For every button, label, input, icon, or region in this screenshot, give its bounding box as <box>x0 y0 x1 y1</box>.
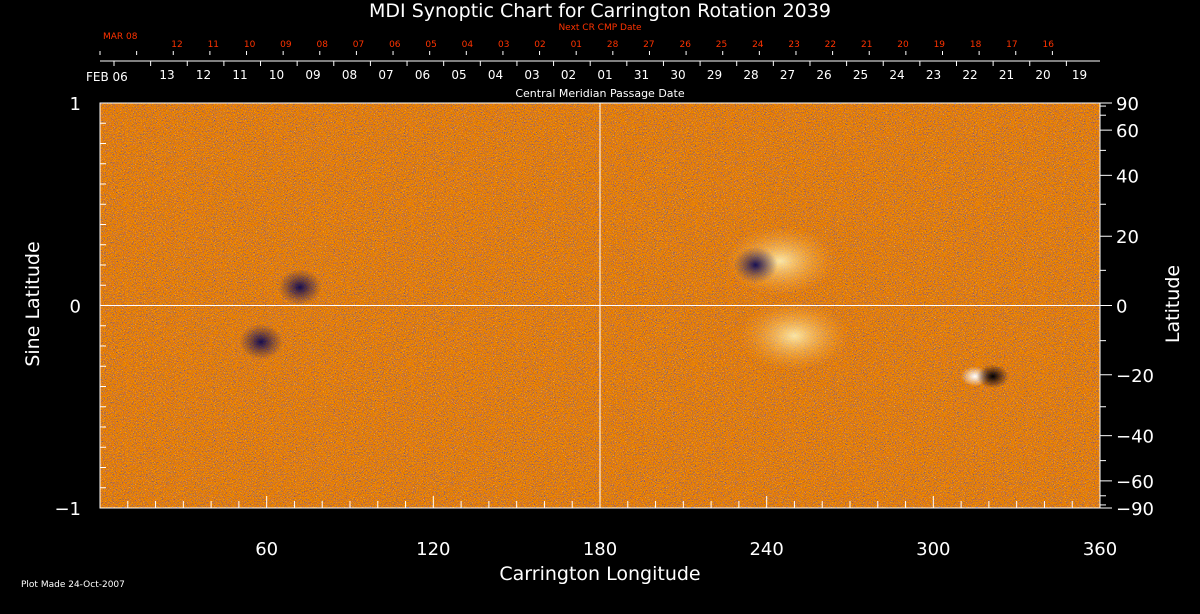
y-tick-label-left: 1 <box>70 94 81 115</box>
next-cr-date-label: 18 <box>970 40 982 50</box>
next-cr-date-label: 10 <box>244 40 256 50</box>
y-axis-label-right: Latitude <box>1162 264 1184 344</box>
y-tick-label-left: −1 <box>54 499 81 520</box>
cmp-date-label: 09 <box>305 68 320 82</box>
next-cr-date-label: 08 <box>316 40 328 50</box>
next-cr-date-label: 24 <box>752 40 764 50</box>
cmp-date-label: 24 <box>889 68 904 82</box>
feature-negative-4 <box>278 269 322 306</box>
cmp-date-label: 31 <box>634 68 649 82</box>
next-cr-date-label: 02 <box>534 40 545 50</box>
cmp-date-label: 23 <box>926 68 941 82</box>
next-cr-axis-label: Next CR CMP Date <box>558 23 642 33</box>
y-tick-label-right: −60 <box>1116 472 1154 493</box>
next-cr-date-label: 04 <box>462 40 474 50</box>
next-cr-date-label: 06 <box>389 40 401 50</box>
next-cr-date-label: 19 <box>934 40 946 50</box>
cmp-date-label: 20 <box>1035 68 1050 82</box>
cmp-date-label: 27 <box>780 68 795 82</box>
next-cr-date-label: 22 <box>825 40 836 50</box>
cmp-date-label: 05 <box>451 68 466 82</box>
cmp-date-label: 02 <box>561 68 576 82</box>
next-cr-date-label: 26 <box>679 40 691 50</box>
next-cr-date-label: 20 <box>897 40 909 50</box>
feature-negative-spot <box>976 364 1009 389</box>
cmp-date-label: 01 <box>597 68 612 82</box>
x-tick-label: 300 <box>916 539 950 560</box>
y-tick-label-right: −20 <box>1116 366 1154 387</box>
next-cr-date-label: 23 <box>788 40 799 50</box>
next-cr-date-label: 17 <box>1006 40 1017 50</box>
next-cr-date-label: 16 <box>1042 40 1054 50</box>
next-cr-date-label: 25 <box>716 40 727 50</box>
x-axis-label: Carrington Longitude <box>499 563 701 585</box>
cmp-date-label: 11 <box>232 68 247 82</box>
x-tick-label: 360 <box>1083 539 1117 560</box>
next-cr-start-label: MAR 08 <box>103 32 138 42</box>
next-cr-date-label: 28 <box>607 40 619 50</box>
x-tick-label: 180 <box>583 539 617 560</box>
x-tick-label: 60 <box>255 539 278 560</box>
cmp-axis-label: Central Meridian Passage Date <box>515 87 685 100</box>
cmp-date-label: 06 <box>415 68 430 82</box>
cmp-date-label: 12 <box>196 68 211 82</box>
cmp-date-label: 29 <box>707 68 722 82</box>
next-cr-date-label: 27 <box>643 40 654 50</box>
cmp-date-label: 19 <box>1072 68 1087 82</box>
chart-title: MDI Synoptic Chart for Carrington Rotati… <box>369 0 831 22</box>
feature-negative-3 <box>733 247 778 283</box>
next-cr-date-label: 11 <box>208 40 219 50</box>
cmp-date-label: 03 <box>524 68 539 82</box>
y-axis-label-left: Sine Latitude <box>22 241 44 367</box>
y-tick-label-left: 0 <box>70 297 81 318</box>
cmp-date-label: 07 <box>378 68 393 82</box>
cmp-date-label: 21 <box>999 68 1014 82</box>
cmp-date-label: 28 <box>743 68 758 82</box>
y-tick-label-right: 0 <box>1116 297 1127 318</box>
next-cr-date-label: 09 <box>280 40 292 50</box>
cmp-date-label: 30 <box>670 68 685 82</box>
cmp-date-label: 22 <box>962 68 977 82</box>
cmp-date-label: 13 <box>159 68 174 82</box>
y-tick-label-right: 40 <box>1116 166 1139 187</box>
cmp-date-label: 10 <box>269 68 284 82</box>
next-cr-date-label: 03 <box>498 40 509 50</box>
cmp-date-label: 25 <box>853 68 868 82</box>
y-tick-label-right: 20 <box>1116 227 1139 248</box>
feature-negative-5 <box>239 323 284 360</box>
y-tick-label-right: −40 <box>1116 427 1154 448</box>
y-tick-label-right: −90 <box>1116 499 1154 520</box>
next-cr-date-label: 21 <box>861 40 872 50</box>
footer-plot-made: Plot Made 24-Oct-2007 <box>21 580 125 590</box>
cmp-date-label: 04 <box>488 68 503 82</box>
x-tick-label: 240 <box>749 539 783 560</box>
feature-positive-2 <box>739 300 850 371</box>
cmp-start-label: FEB 06 <box>86 70 128 84</box>
next-cr-date-label: 12 <box>171 40 182 50</box>
next-cr-date-label: 05 <box>425 40 436 50</box>
next-cr-date-label: 01 <box>571 40 582 50</box>
cmp-date-label: 08 <box>342 68 357 82</box>
x-tick-label: 120 <box>416 539 450 560</box>
next-cr-date-label: 07 <box>353 40 364 50</box>
y-tick-label-right: 60 <box>1116 121 1139 142</box>
cmp-date-label: 26 <box>816 68 831 82</box>
y-tick-label-right: 90 <box>1116 94 1139 115</box>
